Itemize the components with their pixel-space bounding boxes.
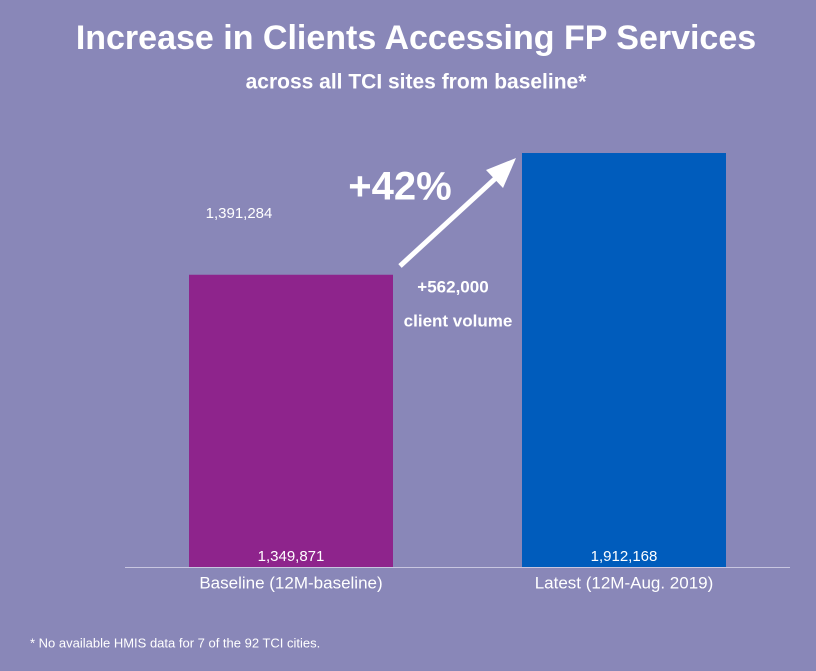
x-tick-label: Latest (12M-Aug. 2019) bbox=[535, 573, 714, 592]
chart-subtitle: across all TCI sites from baseline* bbox=[246, 71, 588, 94]
footnote: * No available HMIS data for 7 of the 92… bbox=[30, 635, 320, 650]
bar bbox=[189, 274, 393, 567]
annotation: client volume bbox=[404, 311, 513, 330]
annotation: +42% bbox=[348, 165, 451, 209]
arrow-head bbox=[486, 158, 516, 188]
x-tick-label: Baseline (12M-baseline) bbox=[199, 573, 382, 592]
annotation: +562,000 bbox=[417, 277, 488, 296]
value-label: 1,912,168 bbox=[591, 548, 658, 565]
value-label: 1,349,871 bbox=[258, 548, 325, 565]
chart-title: Increase in Clients Accessing FP Service… bbox=[76, 19, 756, 57]
annotation: 1,391,284 bbox=[206, 205, 273, 222]
bar bbox=[522, 153, 726, 567]
arrow bbox=[398, 174, 500, 268]
